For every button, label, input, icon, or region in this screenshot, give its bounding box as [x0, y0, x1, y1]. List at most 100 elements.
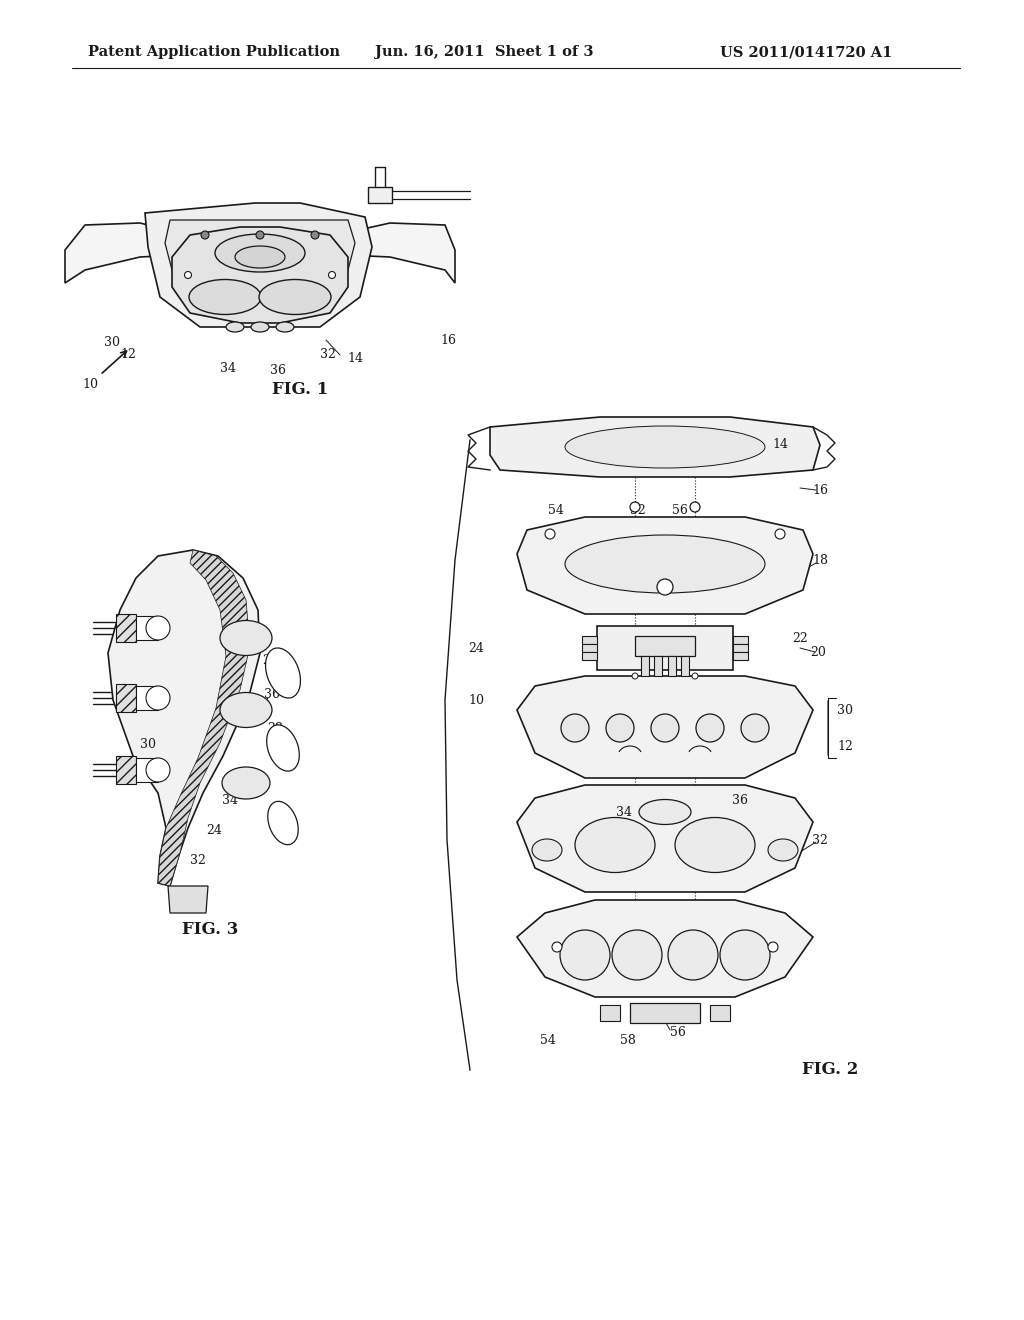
Polygon shape	[517, 517, 813, 614]
Ellipse shape	[639, 800, 691, 825]
Circle shape	[696, 714, 724, 742]
Polygon shape	[733, 644, 748, 652]
Text: 22: 22	[793, 631, 808, 644]
Circle shape	[630, 502, 640, 512]
Ellipse shape	[222, 767, 270, 799]
Text: 10: 10	[82, 379, 98, 392]
Circle shape	[651, 714, 679, 742]
Circle shape	[720, 931, 770, 979]
Polygon shape	[65, 223, 180, 282]
Text: 24: 24	[206, 824, 222, 837]
Text: FIG. 1: FIG. 1	[272, 381, 328, 399]
Polygon shape	[158, 550, 250, 886]
Circle shape	[545, 529, 555, 539]
Text: 24: 24	[468, 642, 484, 655]
Circle shape	[668, 931, 718, 979]
Ellipse shape	[276, 322, 294, 333]
Polygon shape	[517, 785, 813, 892]
Circle shape	[201, 231, 209, 239]
Text: 56: 56	[672, 503, 688, 516]
Text: FIG. 3: FIG. 3	[182, 921, 239, 939]
Polygon shape	[630, 1003, 700, 1023]
Circle shape	[632, 673, 638, 678]
Ellipse shape	[265, 648, 300, 698]
Circle shape	[741, 714, 769, 742]
Polygon shape	[116, 684, 136, 711]
Ellipse shape	[259, 280, 331, 314]
Polygon shape	[582, 636, 597, 644]
Text: 32: 32	[190, 854, 206, 866]
Circle shape	[606, 714, 634, 742]
Text: Jun. 16, 2011  Sheet 1 of 3: Jun. 16, 2011 Sheet 1 of 3	[375, 45, 594, 59]
Ellipse shape	[532, 840, 562, 861]
Text: Patent Application Publication: Patent Application Publication	[88, 45, 340, 59]
Ellipse shape	[675, 817, 755, 873]
Circle shape	[692, 673, 698, 678]
Polygon shape	[345, 223, 455, 282]
Polygon shape	[733, 636, 748, 644]
Circle shape	[256, 231, 264, 239]
Ellipse shape	[234, 246, 285, 268]
Text: 52: 52	[630, 503, 646, 516]
Ellipse shape	[220, 620, 272, 656]
Polygon shape	[654, 656, 662, 676]
Circle shape	[329, 272, 336, 279]
Polygon shape	[641, 656, 649, 676]
Circle shape	[690, 502, 700, 512]
Polygon shape	[517, 900, 813, 997]
Text: 28: 28	[622, 656, 638, 668]
Polygon shape	[165, 220, 355, 271]
Text: FIG. 2: FIG. 2	[802, 1061, 858, 1078]
Polygon shape	[600, 1005, 620, 1020]
Text: 10: 10	[468, 693, 484, 706]
Ellipse shape	[266, 725, 299, 771]
Circle shape	[768, 942, 778, 952]
Text: 16: 16	[440, 334, 456, 346]
Text: 34: 34	[222, 793, 238, 807]
Text: 18: 18	[202, 289, 218, 301]
Circle shape	[657, 579, 673, 595]
Polygon shape	[145, 203, 372, 327]
Text: 26: 26	[728, 642, 744, 655]
Text: 32: 32	[321, 348, 336, 362]
Polygon shape	[635, 636, 695, 656]
Polygon shape	[517, 676, 813, 777]
Text: 54: 54	[540, 1035, 556, 1048]
Text: 34: 34	[220, 362, 236, 375]
Polygon shape	[368, 187, 392, 203]
Ellipse shape	[220, 693, 272, 727]
Ellipse shape	[146, 758, 170, 781]
Ellipse shape	[146, 686, 170, 710]
Polygon shape	[108, 550, 260, 886]
Polygon shape	[172, 227, 348, 323]
Polygon shape	[136, 758, 158, 781]
Text: 18: 18	[812, 553, 828, 566]
Circle shape	[552, 942, 562, 952]
Circle shape	[311, 231, 319, 239]
Polygon shape	[116, 614, 136, 642]
Text: 34: 34	[616, 805, 632, 818]
Text: 54: 54	[548, 503, 564, 516]
Ellipse shape	[565, 426, 765, 469]
Polygon shape	[168, 886, 208, 913]
Polygon shape	[136, 686, 158, 710]
Ellipse shape	[226, 322, 244, 333]
Polygon shape	[490, 417, 820, 477]
Text: 14: 14	[347, 351, 362, 364]
Text: 30: 30	[837, 704, 853, 717]
Text: 36: 36	[732, 793, 748, 807]
Polygon shape	[116, 756, 136, 784]
Text: 36: 36	[264, 689, 280, 701]
Text: 30: 30	[104, 335, 120, 348]
Circle shape	[560, 931, 610, 979]
Circle shape	[612, 931, 662, 979]
Ellipse shape	[768, 840, 798, 861]
Text: 58: 58	[621, 1035, 636, 1048]
Ellipse shape	[267, 801, 298, 845]
Text: 20: 20	[810, 645, 826, 659]
Circle shape	[561, 714, 589, 742]
Polygon shape	[681, 656, 689, 676]
Text: 56: 56	[670, 1027, 686, 1040]
Text: 26: 26	[262, 653, 278, 667]
Text: 12: 12	[837, 739, 853, 752]
